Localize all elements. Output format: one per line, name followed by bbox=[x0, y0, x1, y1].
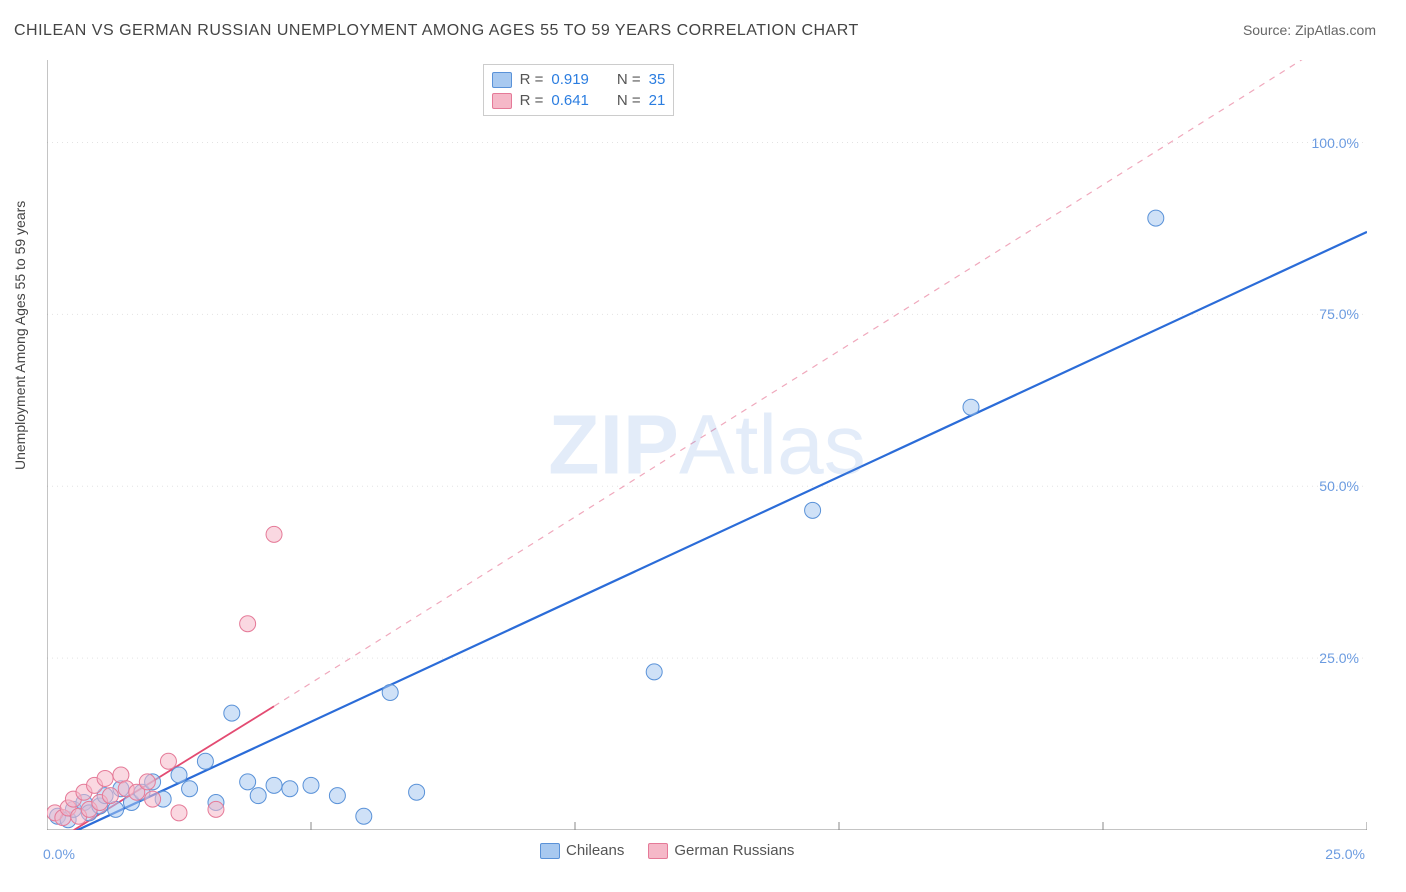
legend-item: Chileans bbox=[540, 842, 624, 859]
stats-box: R = 0.919 N = 35 R = 0.641 N = 21 bbox=[483, 64, 675, 116]
stat-n-value: 21 bbox=[649, 92, 666, 109]
chart-title: CHILEAN VS GERMAN RUSSIAN UNEMPLOYMENT A… bbox=[14, 22, 859, 40]
stat-n-label: N = bbox=[617, 92, 641, 109]
x-tick-label: 25.0% bbox=[1325, 846, 1365, 862]
legend-swatch bbox=[648, 843, 668, 859]
stat-n-label: N = bbox=[617, 71, 641, 88]
y-tick-label: 100.0% bbox=[1312, 135, 1359, 151]
stat-r-label: R = bbox=[520, 71, 544, 88]
legend-label: Chileans bbox=[566, 842, 624, 859]
stat-r-label: R = bbox=[520, 92, 544, 109]
legend-item: German Russians bbox=[648, 842, 794, 859]
stats-swatch bbox=[492, 72, 512, 88]
scatter-chart bbox=[47, 60, 1367, 830]
legend-swatch bbox=[540, 843, 560, 859]
x-tick-label: 0.0% bbox=[43, 846, 75, 862]
stat-r-value: 0.919 bbox=[551, 71, 589, 88]
source-label: Source: ZipAtlas.com bbox=[1243, 22, 1376, 38]
stats-swatch bbox=[492, 93, 512, 109]
stats-row: R = 0.919 N = 35 bbox=[492, 69, 666, 90]
y-tick-label: 25.0% bbox=[1319, 650, 1359, 666]
plot-area: ZIPAtlas R =0.919N =35R =0.641N =21 25.0… bbox=[47, 60, 1367, 830]
legend-label: German Russians bbox=[674, 842, 794, 859]
y-axis-label: Unemployment Among Ages 55 to 59 years bbox=[12, 201, 28, 470]
stats-row: R = 0.641 N = 21 bbox=[492, 90, 666, 111]
legend: Chileans German Russians bbox=[540, 842, 794, 859]
stat-n-value: 35 bbox=[649, 71, 666, 88]
y-tick-label: 50.0% bbox=[1319, 478, 1359, 494]
stat-r-value: 0.641 bbox=[551, 92, 589, 109]
y-tick-label: 75.0% bbox=[1319, 306, 1359, 322]
